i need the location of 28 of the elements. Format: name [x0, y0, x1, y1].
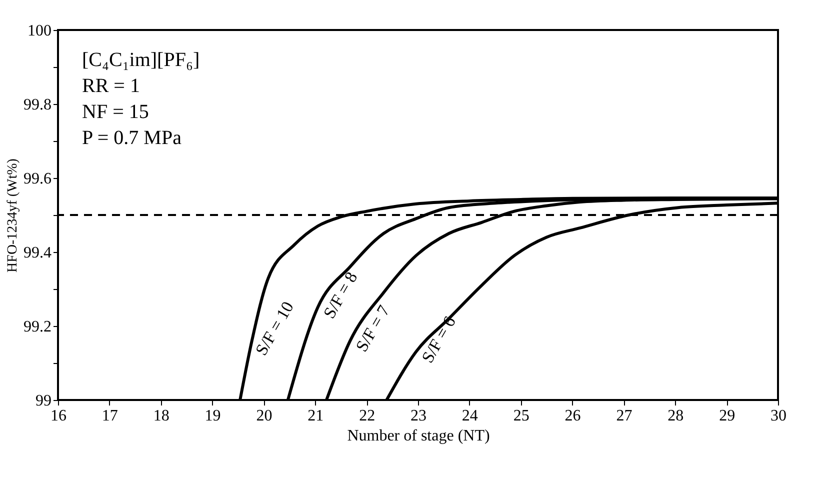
x-tick-label: 18	[153, 408, 170, 424]
x-tick-label: 17	[102, 408, 118, 424]
x-tick-label: 23	[410, 408, 426, 424]
x-tick-label: 20	[256, 408, 272, 424]
x-tick-label: 28	[668, 408, 684, 424]
x-tick-label: 30	[770, 408, 786, 424]
y-tick-label: 99.8	[24, 96, 52, 114]
annotation: NF = 15	[82, 101, 149, 123]
annotation: [C₄C₁im][PF₆]	[82, 49, 200, 71]
x-tick-label: 19	[204, 408, 221, 424]
y-tick-label: 99.2	[24, 318, 52, 336]
text: S/F = 10	[252, 298, 298, 359]
annotation: P = 0.7 MPa	[82, 127, 182, 149]
x-tick-label: 26	[564, 408, 581, 424]
x-tick-label: 25	[513, 408, 530, 424]
y-axis-title: HFO-1234yf (Wt%)	[6, 158, 20, 272]
y-tick-label: 99.4	[24, 244, 52, 262]
x-tick-label: 24	[462, 408, 478, 424]
x-tick-label: 21	[308, 408, 324, 424]
y-tick-label: 99.6	[24, 170, 52, 188]
y-tick-label: 99	[36, 392, 52, 410]
x-axis-title: Number of stage (NT)	[347, 428, 490, 444]
annotation: RR = 1	[82, 75, 140, 97]
x-tick-label: 22	[359, 408, 376, 424]
x-tick-label: 27	[616, 408, 632, 424]
x-tick-label: 29	[719, 408, 736, 424]
y-tick-label: 100	[28, 22, 52, 40]
x-tick-label: 16	[50, 408, 66, 424]
